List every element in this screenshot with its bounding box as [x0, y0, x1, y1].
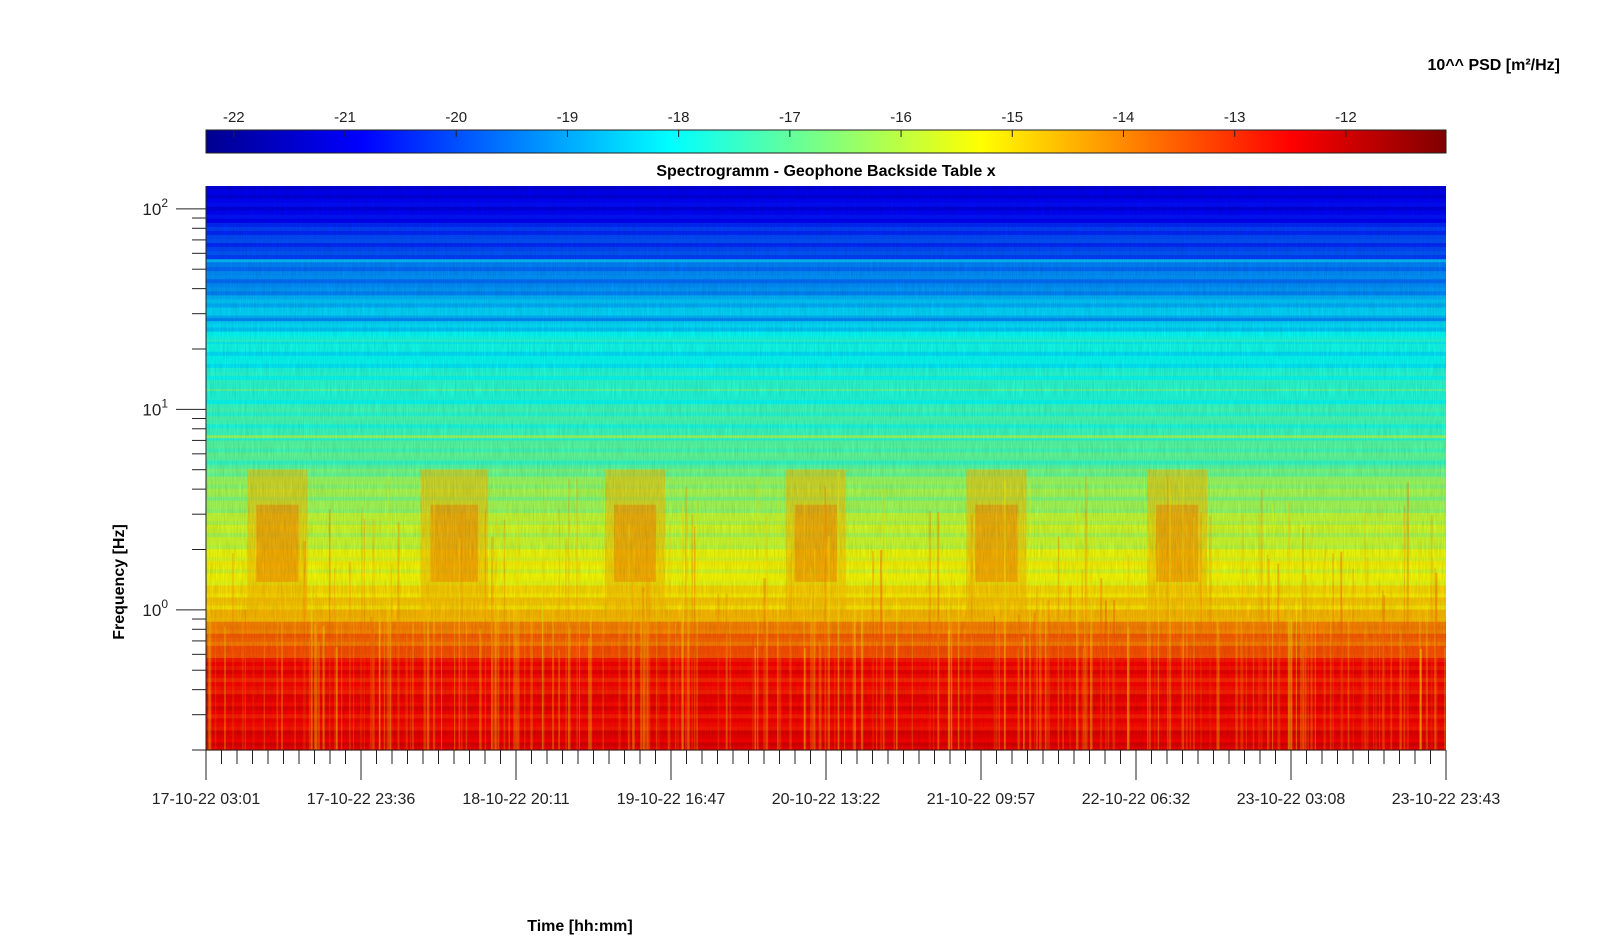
- spectrogram-texture: [206, 186, 1446, 750]
- colorbar-tick-label: -20: [445, 109, 467, 126]
- plot-area: [206, 186, 1446, 751]
- x-tick-label: 17-10-22 03:01: [152, 791, 261, 808]
- y-axis-label: Frequency [Hz]: [111, 524, 128, 640]
- x-tick-label: 18-10-22 20:11: [462, 791, 569, 808]
- y-tick-mantissa: 10: [142, 601, 161, 620]
- colorbar-tick-label: -21: [334, 109, 356, 126]
- colorbar-ticks: -22 -21 -20 -19 -18 -17 -16 -15 -14 -13 -12: [223, 109, 1357, 137]
- y-tick-exponent: 2: [161, 196, 168, 210]
- x-tick-label: 23-10-22 23:43: [1392, 791, 1501, 808]
- colorbar-tick-label: -18: [668, 109, 690, 126]
- colorbar-gradient: [205, 129, 1447, 154]
- colorbar: -22 -21 -20 -19 -18 -17 -16 -15 -14 -13 -12 10^^ P…: [205, 57, 1560, 154]
- colorbar-tick-label: -22: [223, 109, 245, 126]
- x-axis: 17-10-22 03:01 17-10-22 23:36 18-10-22 20:…: [152, 749, 1501, 808]
- y-tick-label: 102: [142, 196, 168, 219]
- y-tick-label: 101: [142, 396, 168, 419]
- chart-title: Spectrogramm - Geophone Backside Table x: [656, 163, 995, 180]
- colorbar-tick-label: -19: [557, 109, 579, 126]
- colorbar-tick-label: -17: [779, 109, 801, 126]
- x-tick-label: 19-10-22 16:47: [617, 791, 726, 808]
- colorbar-tick-label: -14: [1113, 109, 1135, 126]
- y-tick-exponent: 0: [161, 597, 168, 611]
- colorbar-tick-label: -15: [1001, 109, 1023, 126]
- x-tick-label: 20-10-22 13:22: [772, 791, 881, 808]
- x-tick-label: 22-10-22 06:32: [1082, 791, 1191, 808]
- y-tick-exponent: 1: [161, 396, 168, 410]
- x-tick-label: 17-10-22 23:36: [307, 791, 416, 808]
- colorbar-tick-label: -13: [1224, 109, 1246, 126]
- colorbar-tick-label: -16: [890, 109, 912, 126]
- x-axis-label: Time [hh:mm]: [527, 918, 632, 935]
- y-tick-label: 100: [142, 597, 168, 620]
- x-tick-label: 23-10-22 03:08: [1237, 791, 1346, 808]
- colorbar-label: 10^^ PSD [m²/Hz]: [1428, 57, 1560, 74]
- y-tick-mantissa: 10: [142, 200, 161, 219]
- colorbar-tick-label: -12: [1335, 109, 1357, 126]
- x-tick-label: 21-10-22 09:57: [927, 791, 1036, 808]
- y-tick-mantissa: 10: [142, 400, 161, 419]
